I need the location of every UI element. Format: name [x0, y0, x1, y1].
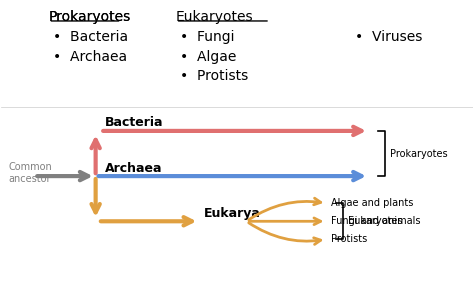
Text: Eukarya: Eukarya: [204, 207, 261, 220]
Text: •  Algae: • Algae: [181, 50, 237, 64]
Text: Prokaryotes: Prokaryotes: [48, 10, 131, 24]
Text: Eukaryotes: Eukaryotes: [176, 10, 254, 24]
Text: Bacteria: Bacteria: [105, 116, 164, 130]
Text: Fungi and animals: Fungi and animals: [331, 216, 421, 226]
Text: •  Protists: • Protists: [181, 69, 249, 83]
Text: Prokaryotes: Prokaryotes: [48, 10, 131, 24]
Text: Prokaryotes: Prokaryotes: [390, 149, 448, 158]
Text: •  Archaea: • Archaea: [53, 50, 128, 64]
Text: Protists: Protists: [331, 234, 367, 244]
Text: •  Viruses: • Viruses: [355, 30, 422, 44]
Text: •  Bacteria: • Bacteria: [53, 30, 128, 44]
Text: Archaea: Archaea: [105, 162, 163, 174]
Text: Eukaryotes: Eukaryotes: [348, 216, 402, 226]
Text: Algae and plants: Algae and plants: [331, 198, 414, 208]
Text: Common
ancestor: Common ancestor: [9, 162, 52, 184]
Text: •  Fungi: • Fungi: [181, 30, 235, 44]
